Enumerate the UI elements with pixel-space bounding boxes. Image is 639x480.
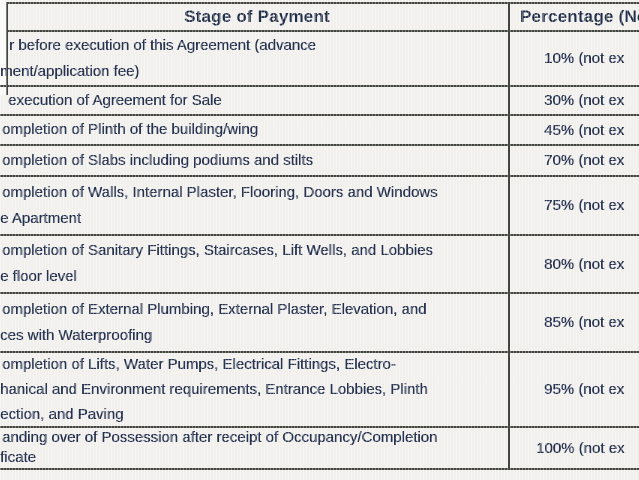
stage-text-line: hanical and Environment requirements, En… xyxy=(0,381,428,398)
stage-of-payment-cell: execution of Agreement for Sale xyxy=(0,87,508,114)
stage-text-line: execution of Agreement for Sale xyxy=(8,91,222,109)
column-header-stage-of-payment: Stage of Payment xyxy=(184,7,330,26)
stage-text-line: ompletion of Plinth of the building/wing xyxy=(2,121,258,138)
table-row: execution of Agreement for Sale 30% (not … xyxy=(0,87,639,116)
stage-text-line: ection, and Paving xyxy=(0,406,124,423)
stage-text-line: e Apartment xyxy=(0,209,81,227)
stage-text-line: anding over of Possession after receipt … xyxy=(2,429,438,446)
stage-of-payment-cell: r before execution of this Agreement (ad… xyxy=(0,32,508,85)
page-left-margin xyxy=(0,0,6,95)
percentage-cell: 30% (not ex xyxy=(544,92,625,109)
percentage-cell: 75% (not ex xyxy=(544,197,625,214)
column-header-percentage: Percentage (No xyxy=(520,7,639,26)
percentage-cell: 10% (not ex xyxy=(544,50,625,67)
table-row: ompletion of Sanitary Fittings, Staircas… xyxy=(0,236,639,294)
percentage-cell: 85% (not ex xyxy=(544,314,625,331)
percentage-cell: 70% (not ex xyxy=(544,152,625,169)
stage-text-line: ompletion of Sanitary Fittings, Staircas… xyxy=(2,242,433,259)
stage-of-payment-cell: ompletion of Slabs including podiums and… xyxy=(0,146,508,175)
percentage-cell: 95% (not ex xyxy=(544,381,625,398)
stage-of-payment-cell: anding over of Possession after receipt … xyxy=(0,428,508,468)
table-top-border xyxy=(6,2,639,4)
table-row: ompletion of Plinth of the building/wing… xyxy=(0,116,639,146)
stage-of-payment-cell: ompletion of Lifts, Water Pumps, Electri… xyxy=(0,353,508,426)
table-row: ompletion of External Plumbing, External… xyxy=(0,294,639,353)
stage-text-line: ment/application fee) xyxy=(0,62,140,80)
table-row: r before execution of this Agreement (ad… xyxy=(0,32,639,87)
stage-text-line: r before execution of this Agreement (ad… xyxy=(9,36,316,54)
table-left-border-fragment xyxy=(6,2,8,95)
table-row: anding over of Possession after receipt … xyxy=(0,428,639,470)
table-row: ompletion of Walls, Internal Plaster, Fl… xyxy=(0,177,639,236)
stage-of-payment-cell: ompletion of External Plumbing, External… xyxy=(0,294,508,351)
stage-text-line: ompletion of Walls, Internal Plaster, Fl… xyxy=(2,183,438,201)
percentage-cell: 80% (not ex xyxy=(544,255,625,273)
percentage-cell: 100% (not ex xyxy=(536,439,625,457)
stage-text-line: e floor level xyxy=(0,268,77,285)
stage-of-payment-cell: ompletion of Walls, Internal Plaster, Fl… xyxy=(0,177,508,234)
stage-text-line: ompletion of Lifts, Water Pumps, Electri… xyxy=(2,356,396,373)
stage-of-payment-cell: ompletion of Sanitary Fittings, Staircas… xyxy=(0,236,508,292)
stage-text-line: ompletion of External Plumbing, External… xyxy=(2,300,427,318)
table-row: ompletion of Lifts, Water Pumps, Electri… xyxy=(0,353,639,428)
stage-text-line: ompletion of Slabs including podiums and… xyxy=(2,151,314,169)
table-header-row: Stage of Payment Percentage (No xyxy=(6,4,639,32)
table-row: ompletion of Slabs including podiums and… xyxy=(0,146,639,177)
column-divider-line xyxy=(508,3,510,470)
stage-text-line: ficate xyxy=(0,449,36,466)
stage-text-line: ces with Waterproofing xyxy=(0,326,153,344)
percentage-cell: 45% (not ex xyxy=(544,121,625,139)
stage-of-payment-cell: ompletion of Plinth of the building/wing xyxy=(0,116,508,144)
